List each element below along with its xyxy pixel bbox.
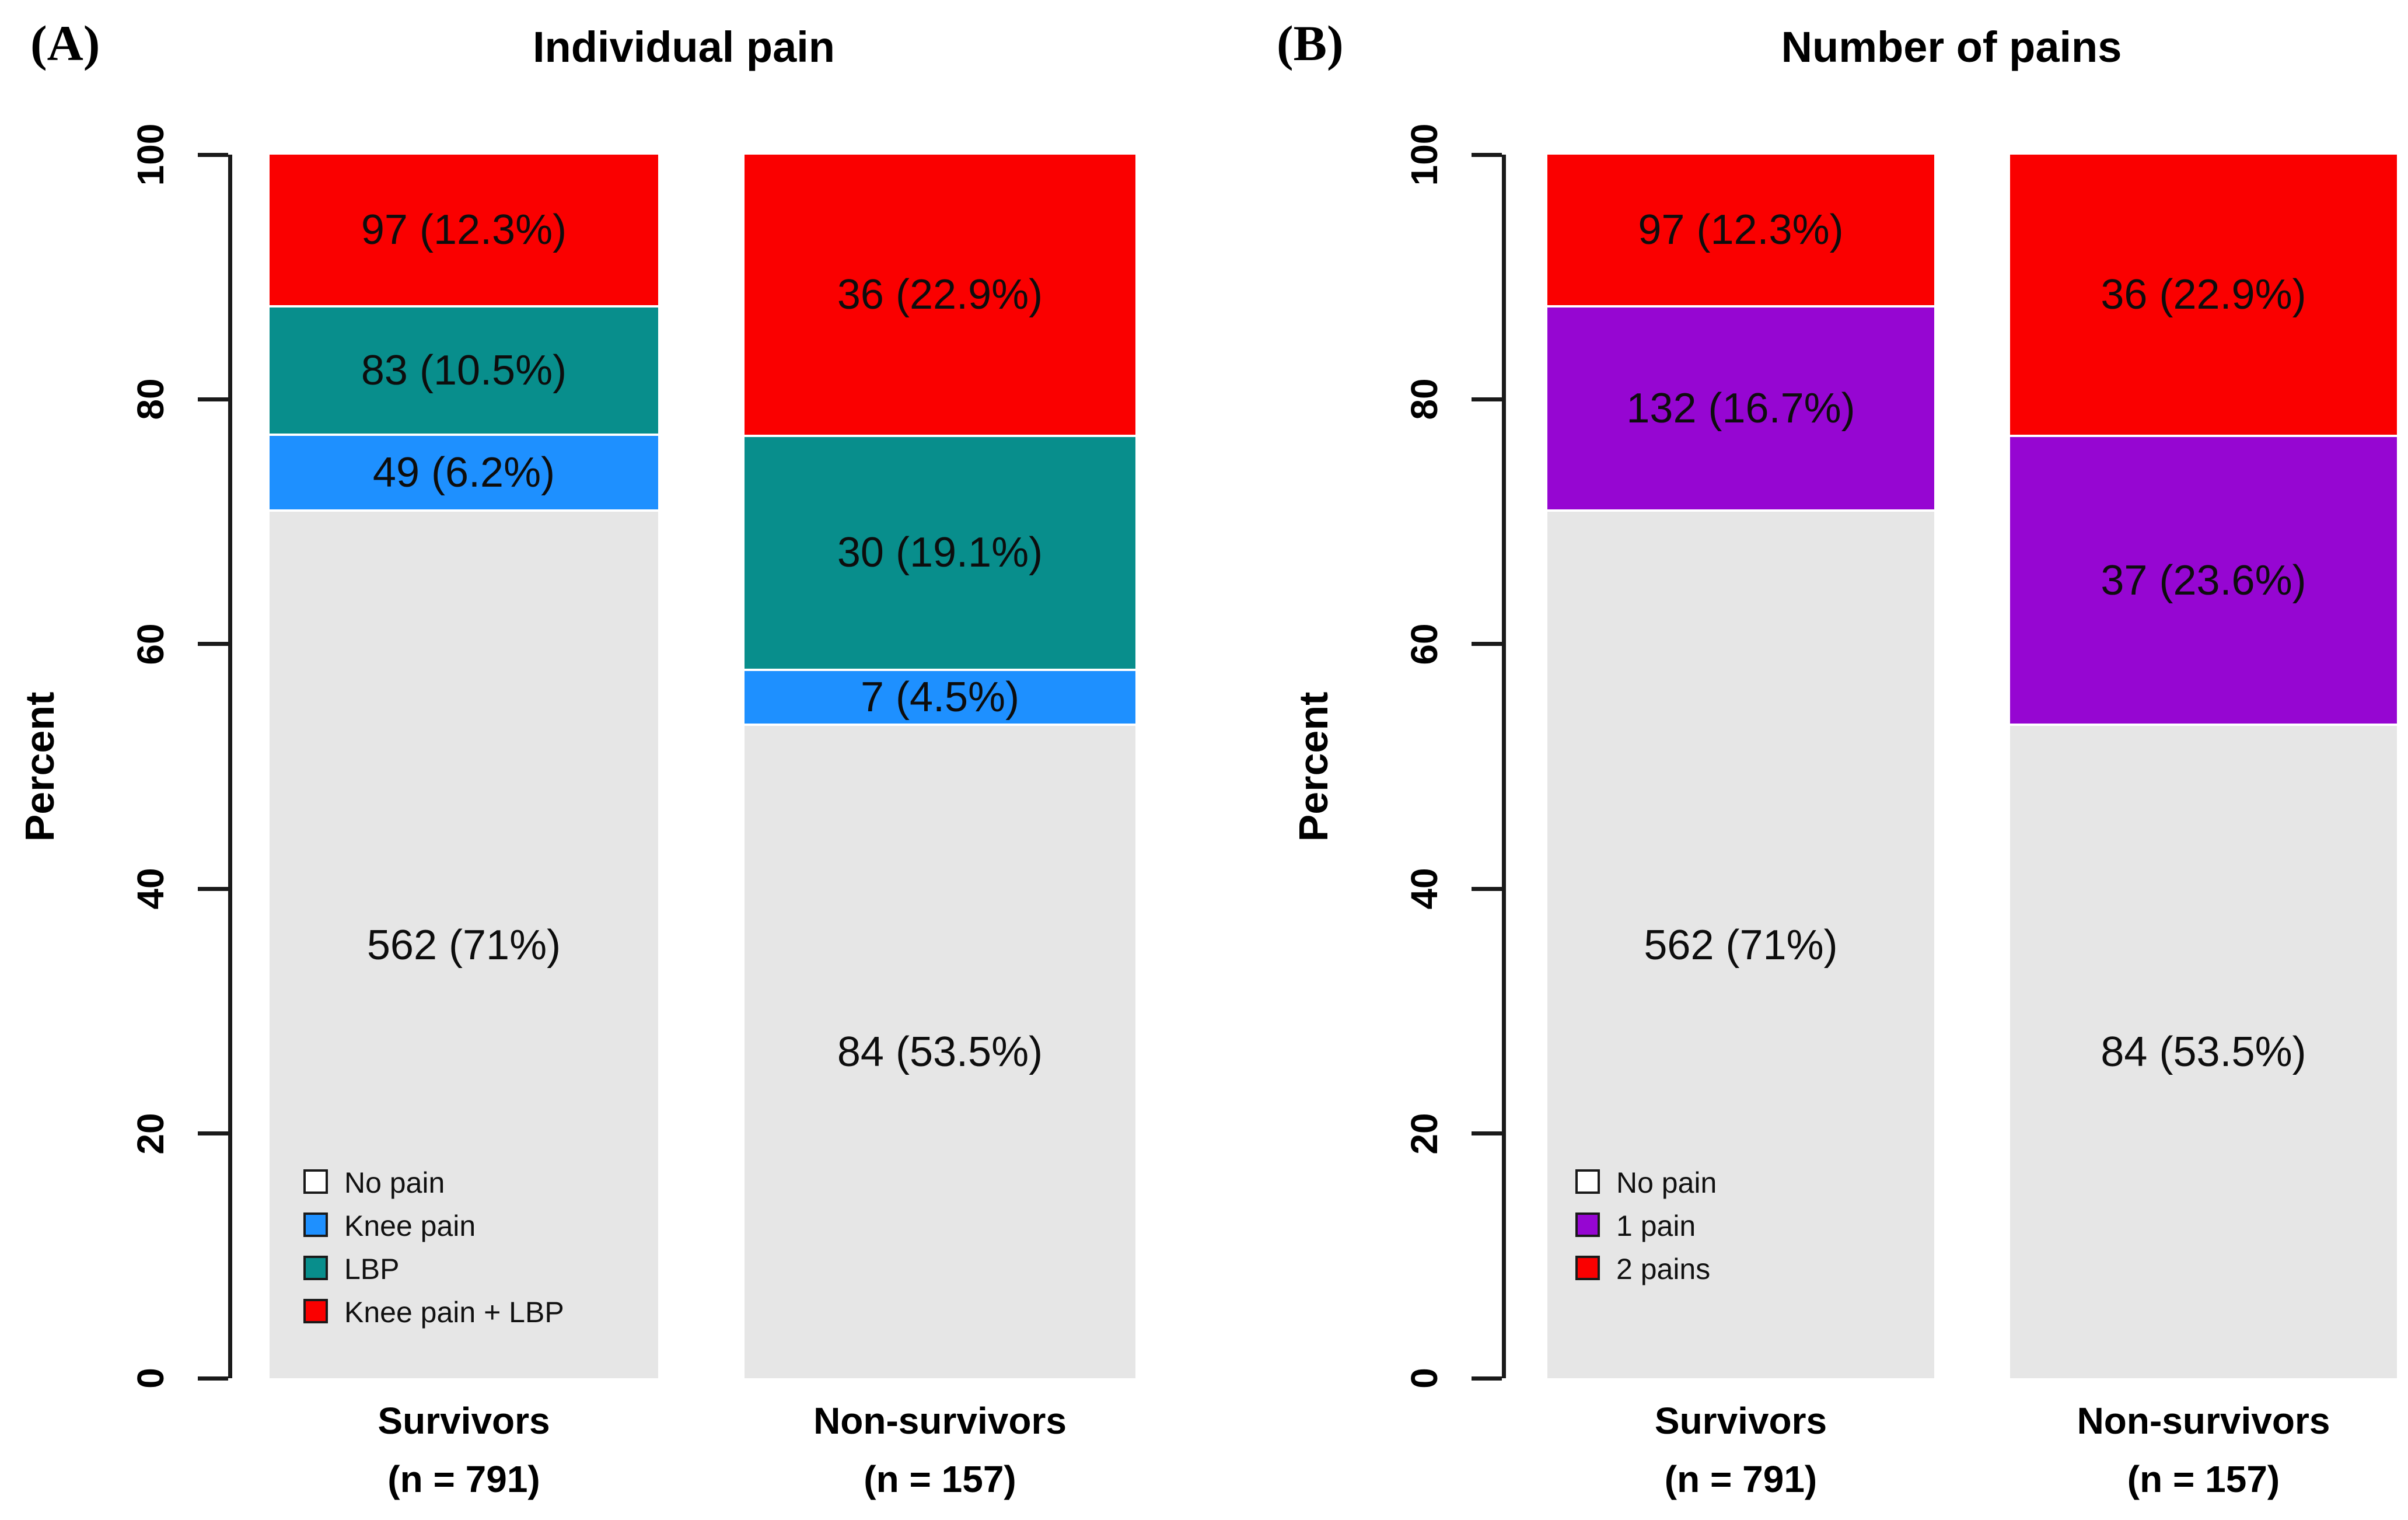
legend-label-lbp: LBP bbox=[344, 1253, 400, 1285]
y-tick bbox=[1472, 152, 1502, 157]
bar-segment-no-pain: 562 (71%) bbox=[1547, 509, 1934, 1378]
legend-label-knee-pain-lbp: Knee pain + LBP bbox=[344, 1296, 564, 1329]
bar-category-label-line1: Survivors bbox=[378, 1400, 550, 1442]
panel-title: Number of pains bbox=[1781, 23, 2122, 71]
bar-segment-knee-pain-lbp: 97 (12.3%) bbox=[270, 155, 658, 305]
bar-segment-label: 37 (23.6%) bbox=[2101, 557, 2306, 604]
y-tick-label: 80 bbox=[1403, 378, 1445, 420]
y-tick bbox=[198, 1131, 228, 1136]
legend-swatch-2-pains bbox=[1575, 1256, 1600, 1280]
bar-category-label-line1: Non-survivors bbox=[2077, 1400, 2330, 1442]
bar-segment-knee-pain: 7 (4.5%) bbox=[745, 668, 1135, 724]
panel-title: Individual pain bbox=[532, 23, 836, 71]
y-tick bbox=[1472, 886, 1502, 891]
legend-swatch-1-pain bbox=[1575, 1212, 1600, 1237]
bar-segment-lbp: 30 (19.1%) bbox=[745, 435, 1135, 669]
y-tick bbox=[198, 886, 228, 891]
bar-segment-label: 562 (71%) bbox=[1644, 921, 1838, 969]
legend-label-1-pain: 1 pain bbox=[1616, 1210, 1696, 1242]
bar-category-label-line2: (n = 157) bbox=[2127, 1458, 2280, 1500]
bar-segment-label: 562 (71%) bbox=[366, 921, 561, 969]
y-tick bbox=[198, 152, 228, 157]
bar-segment-no-pain: 84 (53.5%) bbox=[2010, 724, 2397, 1378]
y-axis-line bbox=[1502, 155, 1506, 1378]
bar-segment-label: 132 (16.7%) bbox=[1626, 385, 1855, 432]
y-tick-label: 40 bbox=[1403, 868, 1445, 910]
bar-segment-1-pain: 37 (23.6%) bbox=[2010, 435, 2397, 724]
bar-segment-1-pain: 132 (16.7%) bbox=[1547, 305, 1934, 510]
bar-segment-lbp: 83 (10.5%) bbox=[270, 305, 658, 434]
bar-category-label-line1: Survivors bbox=[1654, 1400, 1827, 1442]
bar-segment-no-pain: 84 (53.5%) bbox=[745, 724, 1135, 1378]
y-tick-label: 60 bbox=[1403, 623, 1445, 665]
y-tick bbox=[1472, 1131, 1502, 1136]
legend-label-knee-pain: Knee pain bbox=[344, 1210, 476, 1242]
y-tick bbox=[1472, 1376, 1502, 1381]
y-tick bbox=[198, 397, 228, 401]
bar-segment-label: 84 (53.5%) bbox=[837, 1029, 1043, 1076]
bar-segment-label: 84 (53.5%) bbox=[2101, 1029, 2306, 1076]
y-tick-label: 0 bbox=[1403, 1368, 1445, 1389]
bar-segment-label: 7 (4.5%) bbox=[860, 673, 1020, 721]
legend-label-no-pain: No pain bbox=[344, 1166, 445, 1199]
y-tick bbox=[1472, 642, 1502, 647]
legend-label-no-pain: No pain bbox=[1616, 1166, 1717, 1199]
y-tick bbox=[198, 642, 228, 647]
bar-segment-2-pains: 97 (12.3%) bbox=[1547, 155, 1934, 305]
bar-segment-knee-pain-lbp: 36 (22.9%) bbox=[745, 155, 1135, 435]
legend-swatch-no-pain bbox=[303, 1169, 328, 1194]
bar-category-label-line2: (n = 157) bbox=[864, 1458, 1016, 1500]
legend-swatch-knee-pain-lbp bbox=[303, 1299, 328, 1323]
bar-segment-label: 36 (22.9%) bbox=[2101, 271, 2306, 319]
y-tick-label: 20 bbox=[1403, 1113, 1445, 1155]
bar-category-label-line2: (n = 791) bbox=[1664, 1458, 1818, 1500]
bar-segment-no-pain: 562 (71%) bbox=[270, 509, 658, 1378]
legend-swatch-no-pain bbox=[1575, 1169, 1600, 1194]
y-axis-title: Percent bbox=[1291, 691, 1336, 841]
bar-segment-2-pains: 36 (22.9%) bbox=[2010, 155, 2397, 435]
legend-swatch-knee-pain bbox=[303, 1212, 328, 1237]
bar-segment-label: 49 (6.2%) bbox=[372, 449, 555, 497]
bar-segment-label: 97 (12.3%) bbox=[361, 206, 567, 253]
bar-category-label-line2: (n = 791) bbox=[387, 1458, 540, 1500]
y-tick bbox=[1472, 397, 1502, 401]
legend-swatch-lbp bbox=[303, 1256, 328, 1280]
bar-segment-label: 97 (12.3%) bbox=[1638, 206, 1844, 253]
y-tick-label: 100 bbox=[1403, 123, 1445, 186]
legend-label-2-pains: 2 pains bbox=[1616, 1253, 1711, 1285]
y-tick bbox=[198, 1376, 228, 1381]
bar-segment-label: 36 (22.9%) bbox=[837, 271, 1043, 319]
bar-segment-label: 83 (10.5%) bbox=[361, 347, 567, 394]
panel-letter: (A) bbox=[30, 15, 100, 71]
bar-category-label-line1: Non-survivors bbox=[813, 1400, 1067, 1442]
bar-segment-knee-pain: 49 (6.2%) bbox=[270, 434, 658, 510]
y-axis-line bbox=[228, 155, 232, 1378]
bar-segment-label: 30 (19.1%) bbox=[837, 529, 1043, 576]
panel-letter: (B) bbox=[1277, 15, 1344, 71]
